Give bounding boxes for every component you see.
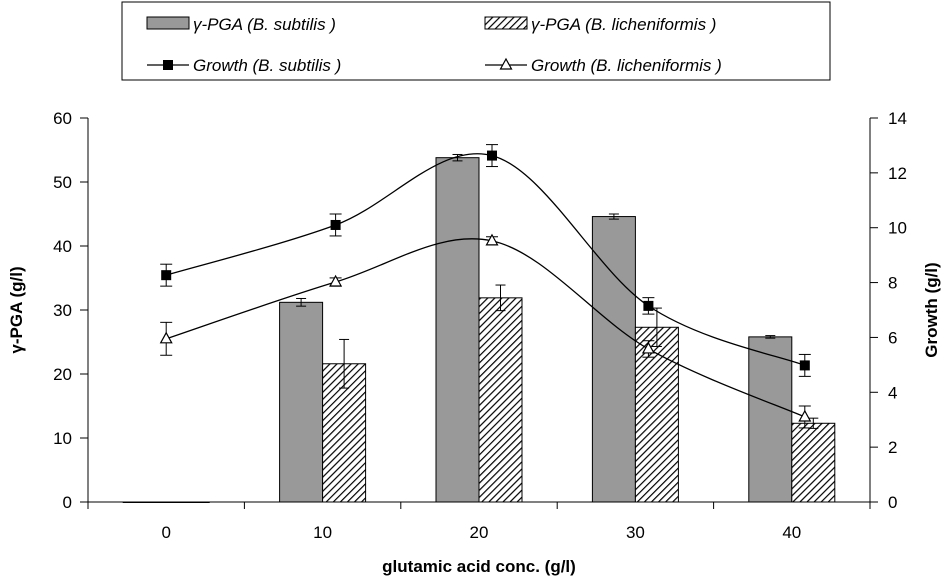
legend-box bbox=[121, 1, 831, 81]
y-axis-title-left: γ-PGA (g/l) bbox=[7, 266, 26, 353]
growth-point-subtilis bbox=[161, 270, 172, 281]
y-tick-label-right: 8 bbox=[888, 274, 897, 293]
bars bbox=[122, 153, 836, 503]
y-tick-label-left: 0 bbox=[63, 493, 72, 512]
growth-point-licheniformis bbox=[485, 233, 499, 246]
y-tick-label-right: 2 bbox=[888, 438, 897, 457]
bar-subtilis bbox=[591, 216, 636, 503]
bar-subtilis bbox=[435, 157, 480, 503]
bar-licheniformis bbox=[478, 297, 523, 503]
y-tick-label-right: 0 bbox=[888, 493, 897, 512]
growth-point-licheniformis bbox=[329, 274, 343, 287]
y-tick-label-left: 10 bbox=[53, 429, 72, 448]
y-tick-label-left: 20 bbox=[53, 365, 72, 384]
y-axis-title-right: Growth (g/l) bbox=[922, 262, 941, 357]
x-tick-label: 30 bbox=[626, 523, 645, 542]
legend-label-line-subtilis: Growth (B. subtilis ) bbox=[193, 56, 341, 75]
y-tick-label-right: 12 bbox=[888, 164, 907, 183]
growth-lines bbox=[159, 144, 812, 429]
y-tick-label-left: 30 bbox=[53, 301, 72, 320]
y-tick-label-left: 50 bbox=[53, 173, 72, 192]
legend-swatch-line-subtilis bbox=[147, 60, 189, 70]
bar-error-bar bbox=[765, 335, 776, 339]
bar-error-bar bbox=[651, 307, 662, 347]
bar-error-bar bbox=[452, 153, 463, 162]
y-tick-label-left: 60 bbox=[53, 109, 72, 128]
legend-swatch-bar-licheniformis bbox=[484, 16, 528, 30]
bar-licheniformis bbox=[165, 501, 210, 503]
growth-point-subtilis bbox=[643, 300, 654, 311]
bar-subtilis bbox=[748, 336, 793, 503]
growth-point-subtilis bbox=[487, 150, 497, 161]
bar-error-bar bbox=[608, 213, 619, 220]
growth-point-subtilis bbox=[330, 219, 341, 230]
legend-label-line-licheniformis: Growth (B. licheniformis ) bbox=[531, 56, 722, 75]
y-ticks-right: 0 2 4 6 8 10 12 14 bbox=[870, 109, 907, 512]
y-ticks-left: 0 10 20 30 40 50 60 bbox=[53, 109, 88, 512]
growth-point-licheniformis bbox=[159, 331, 173, 344]
legend: γ-PGA (B. subtilis ) γ-PGA (B. lichenifo… bbox=[121, 1, 831, 81]
bar-licheniformis bbox=[634, 326, 679, 503]
legend-swatch-bar-subtilis bbox=[146, 16, 190, 30]
x-axis-title: glutamic acid conc. (g/l) bbox=[382, 557, 576, 576]
y-tick-label-right: 6 bbox=[888, 328, 897, 347]
y-tick-label-right: 4 bbox=[888, 383, 897, 402]
bar-error-bar bbox=[296, 297, 307, 307]
x-tick-label: 40 bbox=[782, 523, 801, 542]
x-tick-label: 20 bbox=[470, 523, 489, 542]
bar-error-bar bbox=[495, 284, 506, 312]
legend-label-bar-subtilis: γ-PGA (B. subtilis ) bbox=[193, 15, 336, 34]
growth-point-licheniformis bbox=[798, 409, 812, 422]
bar-subtilis bbox=[279, 301, 324, 503]
x-tick-label: 0 bbox=[161, 523, 170, 542]
y-tick-label-right: 14 bbox=[888, 109, 907, 128]
bar-error-bar bbox=[339, 338, 350, 389]
growth-point-licheniformis bbox=[641, 341, 655, 354]
x-tick-label: 10 bbox=[313, 523, 332, 542]
growth-point-subtilis bbox=[799, 360, 810, 371]
x-ticks: 0 10 20 30 40 bbox=[87, 502, 871, 542]
y-tick-label-left: 40 bbox=[53, 237, 72, 256]
legend-label-bar-licheniformis: γ-PGA (B. licheniformis ) bbox=[531, 15, 716, 34]
bar-licheniformis bbox=[791, 422, 836, 503]
y-tick-label-right: 10 bbox=[888, 219, 907, 238]
legend-swatch-line-licheniformis bbox=[485, 57, 527, 70]
bar-subtilis bbox=[122, 501, 167, 503]
